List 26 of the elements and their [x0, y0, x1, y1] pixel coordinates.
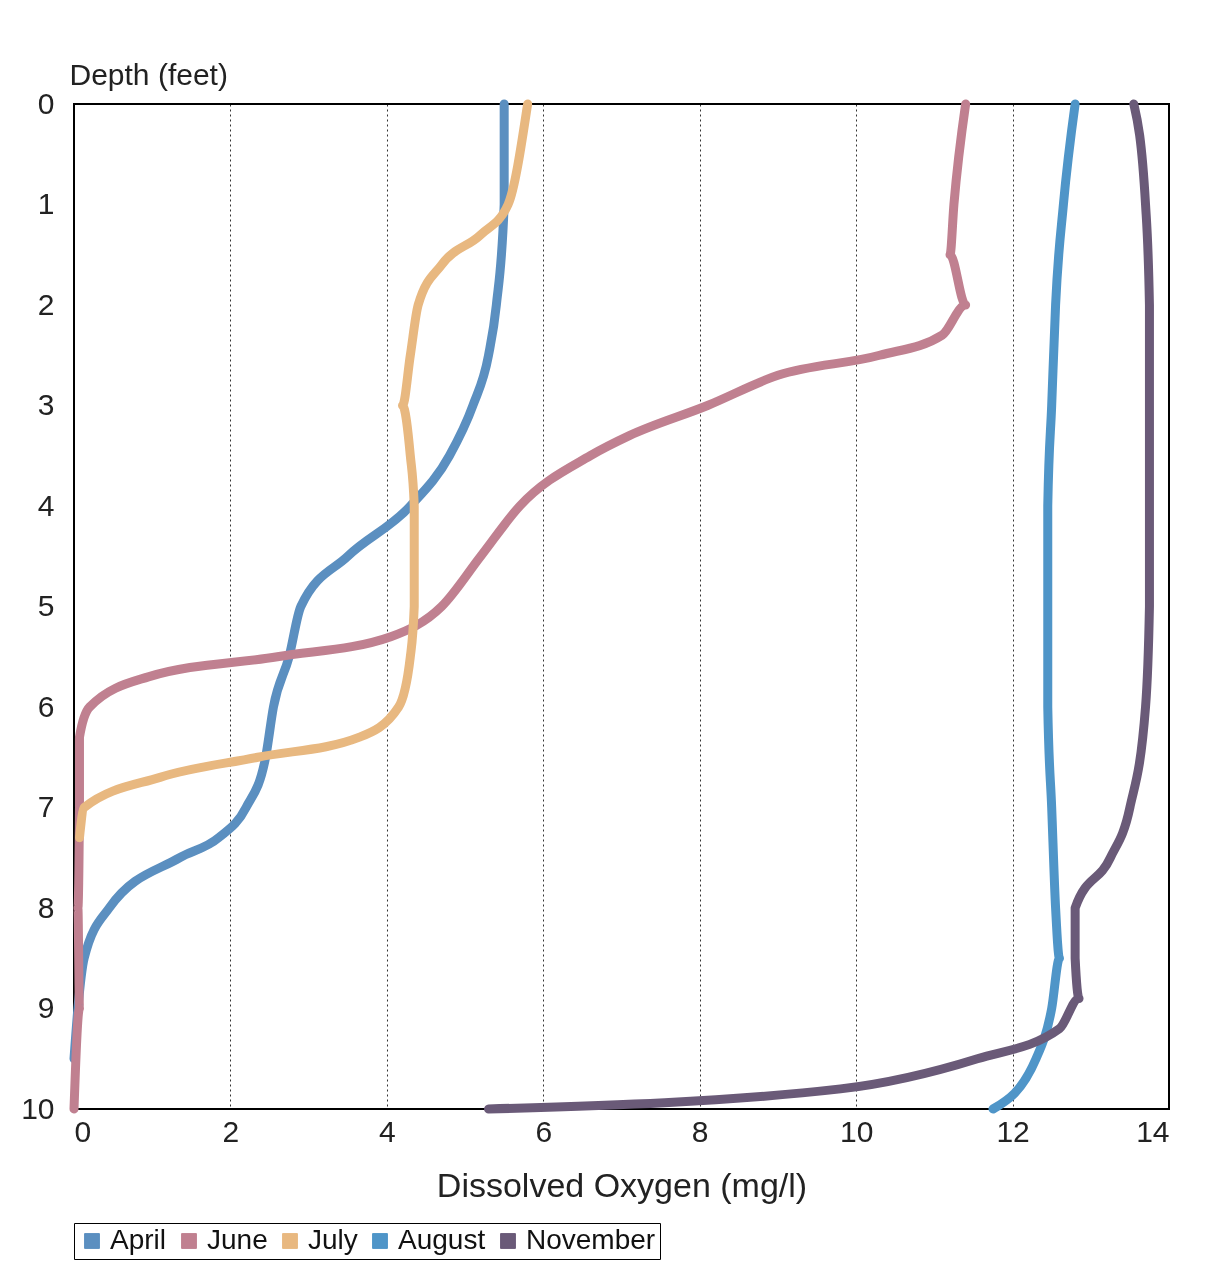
y-tick-label: 8	[37, 890, 55, 924]
y-tick-label: 10	[21, 1091, 55, 1125]
x-tick-label: 6	[535, 1114, 553, 1148]
y-tick-label: 1	[37, 187, 55, 220]
x-tick-label: 2	[222, 1114, 240, 1148]
y-tick-label: 0	[37, 86, 55, 120]
y-tick-label: 4	[37, 488, 55, 522]
x-tick-label: 4	[379, 1114, 396, 1148]
x-tick-label: 12	[996, 1114, 1030, 1148]
legend-label: July	[308, 1224, 358, 1255]
y-tick-label: 6	[37, 689, 55, 723]
legend-label: June	[207, 1224, 268, 1255]
x-tick-label: 14	[1136, 1114, 1170, 1148]
legend-label: November	[526, 1224, 656, 1255]
y-axis-title: Depth (feet)	[69, 57, 228, 91]
y-tick-label: 9	[37, 991, 55, 1024]
x-tick-label: 8	[691, 1114, 709, 1148]
y-tick-label: 2	[37, 287, 55, 321]
x-tick-label: 0	[74, 1114, 92, 1148]
x-tick-label: 10	[839, 1114, 874, 1148]
legend-label: April	[110, 1224, 167, 1255]
y-tick-label: 5	[37, 589, 55, 622]
y-tick-label: 7	[37, 790, 55, 823]
legend-label: August	[398, 1224, 486, 1255]
x-axis-title: Dissolved Oxygen (mg/l)	[436, 1165, 808, 1204]
y-tick-label: 3	[37, 388, 55, 421]
